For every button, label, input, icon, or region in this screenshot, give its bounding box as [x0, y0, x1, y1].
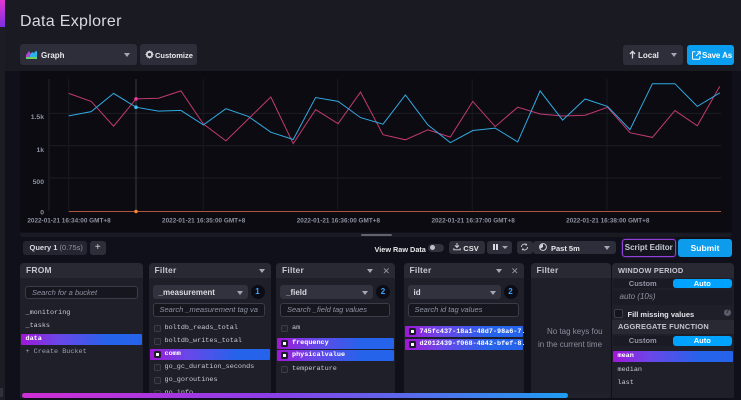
svg-text:1.5k: 1.5k	[31, 114, 44, 121]
svg-text:2022-01-21 16:37:00 GMT+8: 2022-01-21 16:37:00 GMT+8	[431, 218, 515, 225]
svg-text:0: 0	[40, 210, 44, 217]
svg-text:2022-01-21 16:38:00 GMT+8: 2022-01-21 16:38:00 GMT+8	[566, 218, 650, 225]
svg-text:2022-01-21 16:36:00 GMT+8: 2022-01-21 16:36:00 GMT+8	[297, 218, 381, 225]
svg-text:1k: 1k	[36, 147, 44, 154]
svg-text:500: 500	[33, 179, 45, 186]
svg-text:2022-01-21 16:34:00 GMT+8: 2022-01-21 16:34:00 GMT+8	[27, 218, 111, 225]
svg-text:2022-01-21 16:35:00 GMT+8: 2022-01-21 16:35:00 GMT+8	[162, 218, 246, 225]
